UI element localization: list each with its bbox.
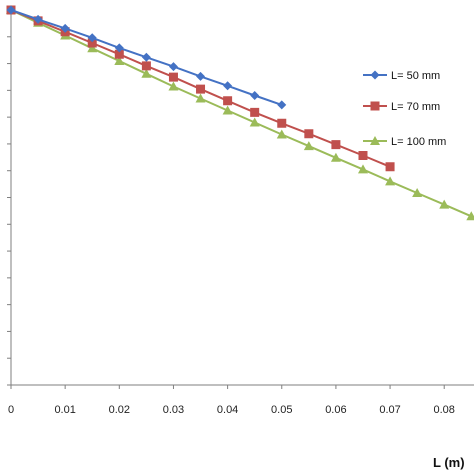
data-point xyxy=(196,71,206,81)
data-point xyxy=(87,33,97,43)
x-axis: 0 0.01 0.02 0.03 0.04 0.05 0.06 0.07 0.08 xyxy=(8,384,474,416)
data-point xyxy=(439,199,450,209)
data-point xyxy=(114,43,124,53)
data-point xyxy=(358,151,368,160)
data-point xyxy=(114,49,124,59)
legend-label: L= 50 mm xyxy=(391,70,440,82)
x-axis-title: L (m) xyxy=(433,455,465,470)
data-point xyxy=(222,105,233,115)
data-point xyxy=(276,129,287,139)
x-tick-label: 0.04 xyxy=(217,404,238,416)
data-point xyxy=(249,117,260,127)
x-tick-label: 0.03 xyxy=(163,404,184,416)
y-axis xyxy=(7,8,12,386)
legend-label: L= 100 mm xyxy=(391,136,446,148)
data-point xyxy=(370,136,380,145)
data-point xyxy=(303,141,314,151)
data-point xyxy=(87,38,97,48)
data-point xyxy=(168,62,178,72)
data-point xyxy=(370,101,380,111)
data-point xyxy=(141,52,151,62)
x-tick-label: 0.02 xyxy=(109,404,130,416)
data-point xyxy=(33,14,43,24)
data-point xyxy=(195,93,206,103)
series-line xyxy=(10,9,472,218)
series-lines xyxy=(6,5,474,221)
x-tick-label: 0.05 xyxy=(271,404,292,416)
data-point xyxy=(141,68,152,78)
x-tick-label: 0.08 xyxy=(434,404,455,416)
data-point xyxy=(250,91,260,100)
data-point xyxy=(60,23,70,33)
legend: L= 50 mm L= 70 mm L= 100 mm xyxy=(363,70,446,148)
data-point xyxy=(331,140,341,150)
data-point xyxy=(250,107,260,117)
series-diamond xyxy=(6,5,287,110)
data-point xyxy=(277,118,287,128)
data-point xyxy=(196,84,206,94)
legend-label: L= 70 mm xyxy=(391,101,440,113)
data-point xyxy=(168,81,179,91)
data-point xyxy=(304,129,314,139)
x-tick-label: 0.01 xyxy=(54,404,75,416)
data-point xyxy=(357,164,368,174)
data-point xyxy=(385,162,395,172)
x-tick-label: 0.06 xyxy=(325,404,346,416)
data-point xyxy=(466,211,474,221)
x-tick-label: 0.07 xyxy=(379,404,400,416)
x-tick-label: 0 xyxy=(8,404,14,416)
data-point xyxy=(277,100,287,110)
data-point xyxy=(141,61,151,71)
data-point xyxy=(412,188,423,197)
data-point xyxy=(168,72,178,82)
data-point xyxy=(223,81,233,91)
data-point xyxy=(223,96,233,106)
data-point xyxy=(6,5,16,15)
data-point xyxy=(370,70,380,80)
data-point xyxy=(330,152,341,162)
data-point xyxy=(385,176,396,186)
data-point xyxy=(87,43,98,53)
data-point xyxy=(114,56,125,65)
